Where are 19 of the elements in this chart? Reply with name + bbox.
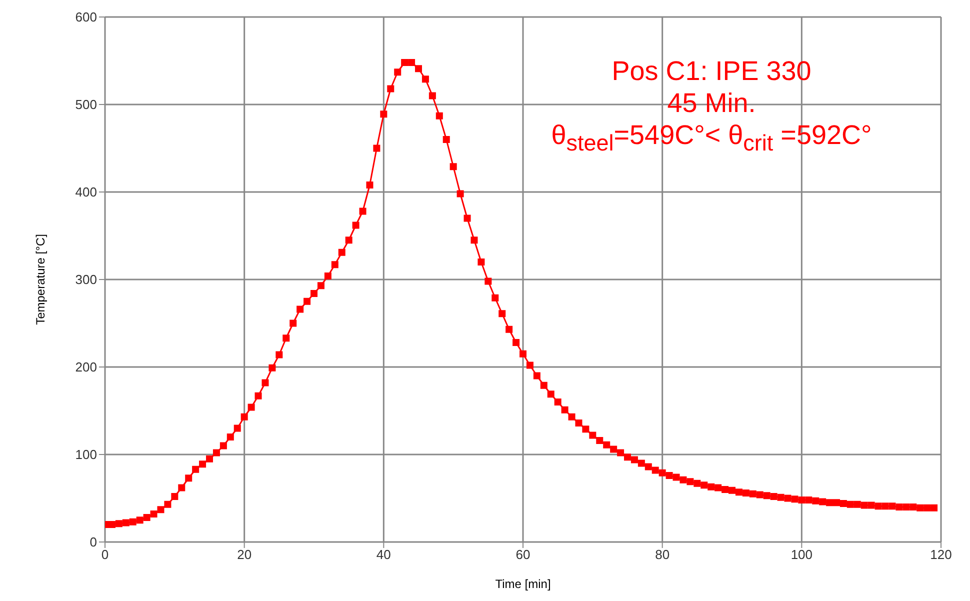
x-tick-label: 120 — [930, 547, 952, 562]
x-axis-title: Time [min] — [495, 577, 551, 591]
x-tick-label: 0 — [101, 547, 109, 562]
x-tick-label: 80 — [655, 547, 670, 562]
x-tick-label: 60 — [516, 547, 530, 562]
x-tick-label: 40 — [376, 547, 391, 562]
y-tick-label: 100 — [75, 447, 97, 462]
y-tick-label: 500 — [75, 97, 97, 112]
y-tick-label: 400 — [75, 184, 97, 200]
x-tick-label: 20 — [237, 547, 252, 562]
x-tick-label: 100 — [790, 547, 813, 562]
annotation: θ$_{steel}$=549C°< θ$_{crit}$ =592C° — [550, 119, 873, 158]
y-tick-label: 200 — [75, 360, 97, 375]
y-tick-label: 600 — [75, 10, 97, 25]
y-axis-title: Temperature [°C] — [33, 234, 48, 325]
annotation: 45 Min. — [666, 87, 757, 119]
y-tick-label: 0 — [90, 534, 97, 550]
y-tick-label: 300 — [75, 272, 97, 288]
annotation: Pos C1: IPE 330 — [610, 55, 812, 87]
